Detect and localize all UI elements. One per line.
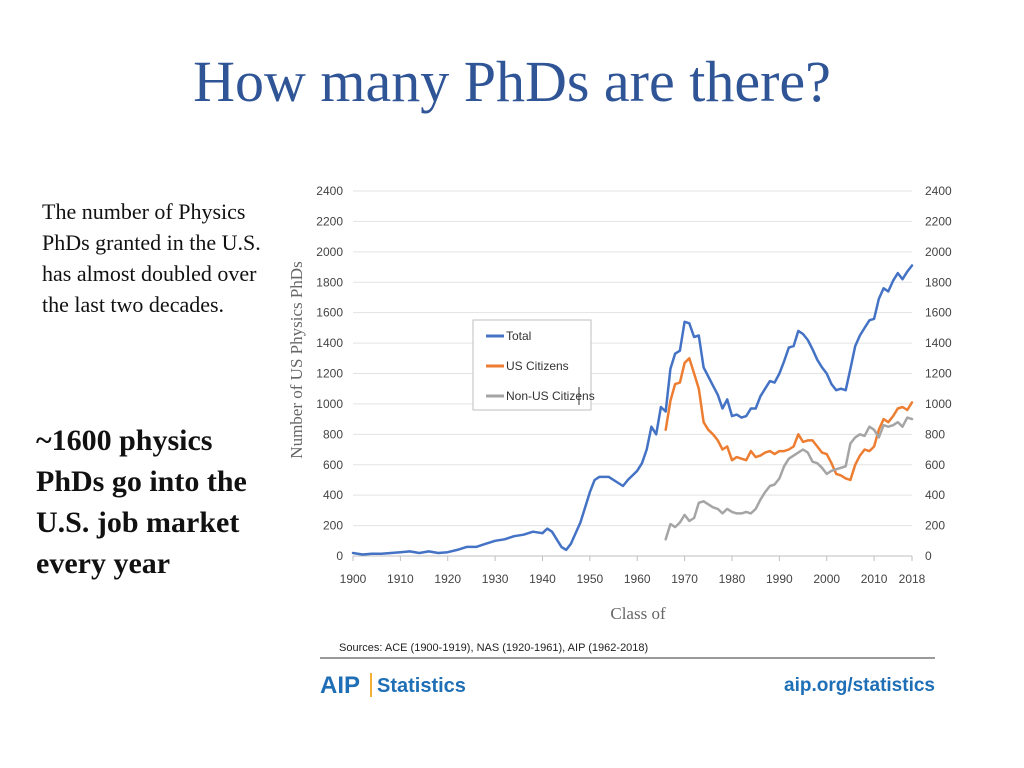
aip-statistics-label: Statistics (377, 675, 466, 697)
y-tick-label-left: 600 (323, 458, 343, 472)
x-tick-label: 1900 (340, 572, 367, 586)
y-tick-label-right: 1600 (925, 306, 952, 320)
intro-text: The number of Physics PhDs granted in th… (42, 199, 261, 317)
legend-label: Non-US Citizens (506, 389, 595, 403)
y-tick-label-left: 1000 (316, 397, 343, 411)
x-tick-label: 1920 (434, 572, 461, 586)
legend-label: US Citizens (506, 359, 569, 373)
y-tick-label-left: 1800 (316, 275, 343, 289)
y-tick-label-left: 200 (323, 519, 343, 533)
chart-gridlines (353, 190, 912, 527)
x-tick-label: 2018 (899, 572, 926, 586)
x-tick-label: 1910 (387, 572, 414, 586)
x-tick-label: 1970 (671, 572, 698, 586)
x-tick-label: 1930 (482, 572, 509, 586)
y-tick-label-left: 2000 (316, 245, 343, 259)
slide-title: How many PhDs are there? (193, 49, 831, 114)
y-tick-label-right: 1400 (925, 336, 952, 350)
aip-url[interactable]: aip.org/statistics (784, 675, 935, 696)
y-tick-label-left: 2200 (316, 214, 343, 228)
y-tick-label-right: 2000 (925, 245, 952, 259)
series-line-us-citizens (664, 357, 914, 482)
y-tick-label-left: 1400 (316, 336, 343, 350)
chart-series (351, 264, 914, 556)
x-tick-label: 1960 (624, 572, 651, 586)
y-tick-label-left: 2400 (316, 184, 343, 198)
aip-logo: AIP (320, 672, 360, 699)
y-axis-title: Number of US Physics PhDs (287, 261, 306, 458)
y-tick-label-right: 800 (925, 427, 945, 441)
x-axis-title: Class of (610, 604, 666, 623)
y-tick-label-right: 200 (925, 519, 945, 533)
x-tick-label: 1990 (766, 572, 793, 586)
y-tick-label-left: 1200 (316, 367, 343, 381)
series-line-non-us-citizens (664, 416, 914, 541)
y-tick-label-right: 2200 (925, 214, 952, 228)
aip-logo-bar (370, 673, 372, 697)
y-tick-label-left: 0 (336, 549, 343, 563)
y-tick-label-right: 1200 (925, 367, 952, 381)
y-tick-label-left: 800 (323, 427, 343, 441)
y-axis-left-ticks: 0 200 400 600 800 1000 1200 1400 1600 1800 2000 220… (316, 184, 343, 563)
x-tick-label: 1940 (529, 572, 556, 586)
callout-text: ~1600 physics PhDs go into the U.S. job … (36, 424, 247, 580)
y-axis-right-ticks: 0 200 400 600 800 1000 1200 1400 1600 1800 2000 220… (925, 184, 952, 563)
y-tick-label-right: 600 (925, 458, 945, 472)
y-tick-label-right: 1800 (925, 275, 952, 289)
sources-note: Sources: ACE (1900-1919), NAS (1920-1961… (339, 642, 648, 654)
legend-label: Total (506, 329, 531, 343)
x-axis-ticks: 1900 1910 1920 1930 1940 1950 1960 1970 1980 1990… (340, 556, 926, 586)
y-tick-label-right: 400 (925, 488, 945, 502)
x-tick-label: 1980 (719, 572, 746, 586)
y-tick-label-right: 1000 (925, 397, 952, 411)
y-tick-label-left: 1600 (316, 306, 343, 320)
x-tick-label: 2010 (861, 572, 888, 586)
x-tick-label: 2000 (813, 572, 840, 586)
y-tick-label-right: 0 (925, 549, 932, 563)
y-tick-label-right: 2400 (925, 184, 952, 198)
x-tick-label: 1950 (577, 572, 604, 586)
y-tick-label-left: 400 (323, 488, 343, 502)
chart-legend: Total US Citizens Non-US Citizens (472, 319, 595, 411)
series-line-total (351, 264, 914, 556)
